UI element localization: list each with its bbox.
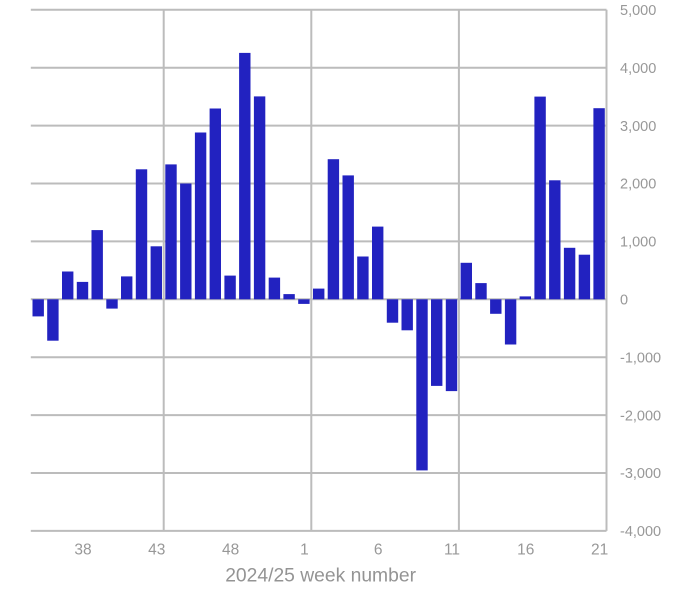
svg-text:2,000: 2,000 — [620, 177, 656, 193]
svg-text:43: 43 — [148, 542, 165, 559]
svg-text:5,000: 5,000 — [620, 3, 656, 19]
svg-text:-4,000: -4,000 — [620, 524, 661, 540]
svg-text:1,000: 1,000 — [620, 235, 656, 251]
svg-text:16: 16 — [517, 542, 534, 559]
svg-text:4,000: 4,000 — [620, 61, 656, 77]
svg-text:1: 1 — [300, 542, 309, 559]
svg-text:21: 21 — [591, 542, 608, 559]
svg-text:-2,000: -2,000 — [620, 408, 661, 424]
svg-text:38: 38 — [74, 542, 91, 559]
svg-text:-3,000: -3,000 — [620, 466, 661, 482]
svg-text:11: 11 — [444, 542, 460, 559]
svg-text:0: 0 — [620, 293, 628, 309]
svg-text:48: 48 — [222, 542, 239, 559]
svg-text:3,000: 3,000 — [620, 119, 656, 135]
svg-text:-1,000: -1,000 — [620, 350, 661, 366]
svg-text:6: 6 — [374, 542, 383, 559]
svg-text:2024/25 week number: 2024/25 week number — [225, 566, 416, 587]
